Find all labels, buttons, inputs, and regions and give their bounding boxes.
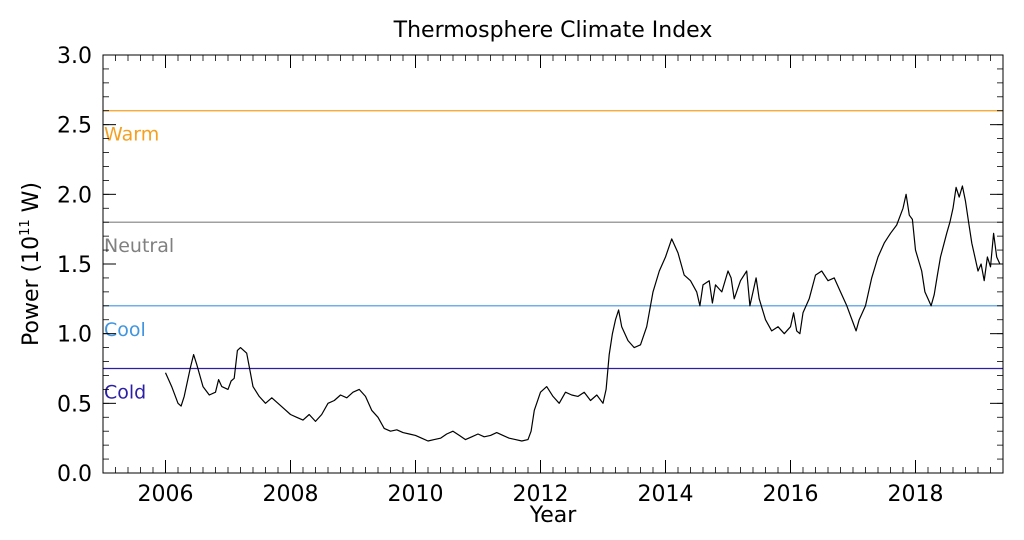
y-axis-label: Power (1011 W) (18, 182, 44, 346)
y-tick-label: 1.5 (57, 253, 92, 278)
y-tick-label: 3.0 (57, 44, 92, 69)
threshold-label-cool: Cool (104, 319, 146, 341)
x-tick-label: 2018 (888, 482, 944, 507)
x-tick-label: 2012 (513, 482, 569, 507)
y-tick-label: 0.5 (57, 392, 92, 417)
x-tick-label: 2006 (138, 482, 194, 507)
x-tick-label: 2014 (638, 482, 694, 507)
minor-ticks (102, 54, 1004, 474)
threshold-label-cold: Cold (104, 382, 146, 404)
x-tick-label: 2016 (763, 482, 819, 507)
x-ticks: 2006 2008 2010 2012 2014 2016 2018 (138, 55, 944, 507)
threshold-labels: Warm Neutral Cool Cold (104, 124, 174, 404)
x-tick-label: 2010 (388, 482, 444, 507)
y-axis-label-unit: W) (19, 182, 44, 219)
y-axis-label-main: Power (10 (19, 236, 44, 346)
y-tick-label: 2.5 (57, 114, 92, 139)
y-tick-label: 0.0 (57, 462, 92, 487)
y-axis-label-exponent: 11 (18, 219, 33, 236)
y-tick-label: 1.0 (57, 323, 92, 348)
y-ticks: 0.0 0.5 1.0 1.5 2.0 2.5 3.0 (57, 44, 1003, 487)
plot-frame (102, 54, 1004, 474)
threshold-label-neutral: Neutral (104, 235, 174, 257)
x-axis-label: Year (529, 503, 578, 528)
x-tick-label: 2008 (263, 482, 319, 507)
threshold-label-warm: Warm (104, 124, 159, 146)
chart-title: Thermosphere Climate Index (393, 18, 713, 43)
threshold-lines (103, 110, 1003, 370)
y-tick-label: 2.0 (57, 183, 92, 208)
series-line (164, 185, 1001, 442)
